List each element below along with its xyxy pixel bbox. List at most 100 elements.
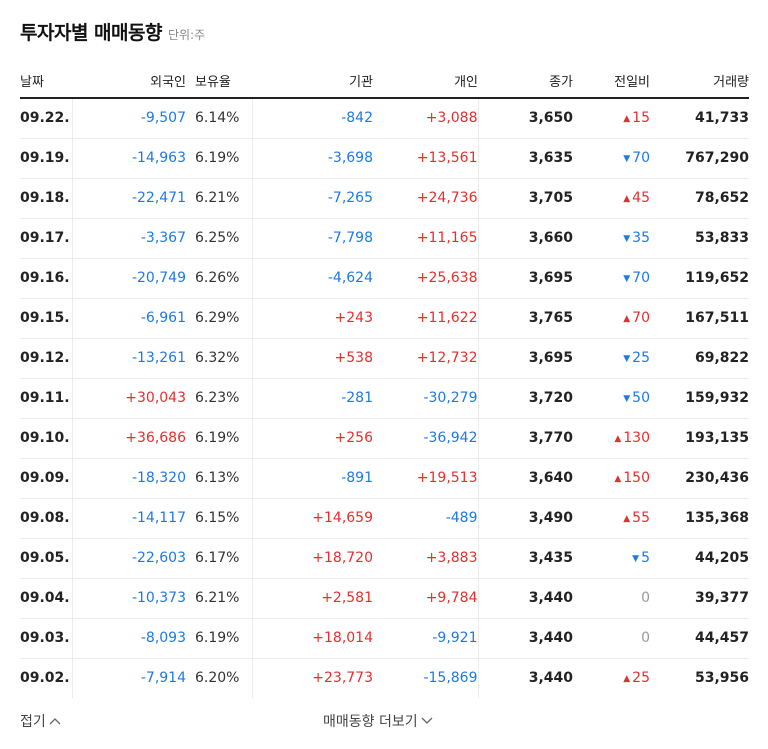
table-row: 09.09. -18,320 6.13% -891 +19,513 3,640 ▲ 150 23… — [20, 458, 749, 499]
change-value: 150 — [623, 470, 650, 486]
table-row: 09.17. -3,367 6.25% -7,798 +11,165 3,660 ▼ 35 53… — [20, 218, 749, 259]
cell-ratio: 6.23% — [186, 378, 253, 419]
table-row: 09.22. -9,507 6.14% -842 +3,088 3,650 ▲ 15 41,73… — [20, 98, 749, 139]
change-value: 25 — [632, 350, 650, 366]
cell-ratio: 6.21% — [186, 178, 253, 219]
table-row: 09.03. -8,093 6.19% +18,014 -9,921 3,440 0 44,4… — [20, 618, 749, 659]
cell-date: 09.04. — [20, 578, 73, 619]
cell-individual: -15,869 — [373, 658, 479, 698]
change-value: 45 — [632, 190, 650, 206]
table-header-row: 날짜 외국인 보유율 기관 개인 종가 전일비 거래량 — [20, 64, 749, 99]
cell-individual: +11,622 — [373, 298, 479, 339]
cell-change: ▲ 130 — [573, 418, 650, 459]
cell-close: 3,490 — [478, 498, 573, 539]
table-row: 09.16. -20,749 6.26% -4,624 +25,638 3,695 ▼ 70 1… — [20, 258, 749, 299]
cell-institution: +23,773 — [312, 670, 373, 687]
cell-ratio: 6.15% — [186, 498, 253, 539]
cell-close: 3,635 — [478, 138, 573, 179]
cell-institution: +256 — [252, 418, 373, 459]
triangle-down-icon: ▼ — [623, 234, 631, 244]
triangle-up-icon: ▲ — [623, 514, 631, 524]
cell-foreign: -6,961 — [72, 298, 186, 339]
cell-date: 09.18. — [20, 178, 73, 219]
table-row: 09.04. -10,373 6.21% +2,581 +9,784 3,440 0 39,3… — [20, 578, 749, 619]
change-value: 70 — [632, 270, 650, 286]
cell-close: 3,640 — [478, 458, 573, 499]
triangle-down-icon: ▼ — [623, 274, 631, 284]
cell-change: ▲ 45 — [573, 178, 650, 219]
cell-ratio: 6.25% — [186, 218, 253, 259]
table-row: 09.12. -13,261 6.32% +538 +12,732 3,695 ▼ 25 69,… — [20, 338, 749, 379]
table-row: 09.15. -6,961 6.29% +243 +11,622 3,765 ▲ 70 167,… — [20, 298, 749, 339]
cell-change: ▲ 55 — [573, 498, 650, 539]
unit-label: 단위:주 — [167, 28, 206, 42]
cell-date: 09.16. — [20, 258, 73, 299]
cell-change: ▲ 70 — [573, 298, 650, 339]
cell-date: 09.22. — [20, 98, 73, 139]
table-row: 09.02. -7,914 6.20% +23,773 -15,869 3,440 ▲ 25 5… — [20, 658, 749, 698]
cell-date: 09.03. — [20, 618, 73, 659]
collapse-button[interactable]: 접기 — [20, 711, 62, 731]
cell-ratio: 6.20% — [186, 658, 253, 698]
cell-volume: 53,833 — [650, 218, 749, 259]
cell-date: 09.11. — [20, 378, 73, 419]
cell-institution: -4,624 — [252, 258, 373, 299]
cell-institution: +18,014 — [252, 618, 373, 659]
table-body: 09.22. -9,507 6.14% -842 +3,088 3,650 ▲ 15 41,73… — [20, 98, 749, 698]
cell-close: 3,660 — [478, 218, 573, 259]
triangle-down-icon: ▼ — [623, 354, 631, 364]
triangle-up-icon: ▲ — [623, 194, 631, 204]
cell-change: ▼ 5 — [573, 538, 650, 579]
cell-foreign: -18,320 — [72, 458, 186, 499]
col-header-date: 날짜 — [20, 64, 72, 99]
triangle-down-icon: ▼ — [632, 554, 640, 564]
change-value: 0 — [641, 630, 650, 646]
triangle-down-icon: ▼ — [623, 394, 631, 404]
table-row: 09.10. +36,686 6.19% +256 -36,942 3,770 ▲ 130 19… — [20, 418, 749, 459]
cell-foreign: -3,367 — [72, 218, 186, 259]
cell-volume: 167,511 — [650, 298, 749, 339]
cell-foreign: -22,471 — [72, 178, 186, 219]
cell-individual: +9,784 — [373, 578, 479, 619]
cell-ratio: 6.26% — [186, 258, 253, 299]
cell-close: 3,765 — [478, 298, 573, 339]
cell-change: ▲ 15 — [573, 98, 650, 139]
cell-close: 3,440 — [478, 578, 573, 619]
cell-volume: 78,652 — [650, 178, 749, 219]
cell-ratio: 6.19% — [186, 138, 253, 179]
cell-date: 09.15. — [20, 298, 73, 339]
cell-institution: -7,265 — [252, 178, 373, 219]
cell-close: 3,650 — [478, 98, 573, 139]
cell-foreign: -10,373 — [72, 578, 186, 619]
change-value: 0 — [641, 590, 650, 606]
cell-date: 09.02. — [20, 658, 73, 698]
cell-volume: 119,652 — [650, 258, 749, 299]
chevron-up-icon — [49, 718, 61, 725]
cell-close: 3,720 — [478, 378, 573, 419]
cell-individual: -489 — [373, 498, 479, 539]
cell-change: 0 — [573, 578, 650, 619]
panel-header: 투자자별 매매동향 단위:주 — [20, 18, 205, 46]
change-value: 50 — [632, 390, 650, 406]
panel-footer: 접기 매매동향 더보기 — [0, 707, 768, 735]
cell-ratio: 6.21% — [186, 578, 253, 619]
cell-individual: -9,921 — [373, 618, 479, 659]
cell-volume: 53,956 — [694, 670, 749, 687]
cell-individual: -30,279 — [373, 378, 479, 419]
cell-foreign: -14,117 — [72, 498, 186, 539]
cell-change: ▲ 150 — [573, 458, 650, 499]
change-value: 55 — [632, 510, 650, 526]
cell-institution: +18,720 — [252, 538, 373, 579]
cell-institution: -7,798 — [252, 218, 373, 259]
change-value: 15 — [632, 110, 650, 127]
cell-institution: -281 — [252, 378, 373, 419]
cell-foreign: -8,093 — [72, 618, 186, 659]
cell-ratio: 6.17% — [186, 538, 253, 579]
cell-close: 3,695 — [478, 258, 573, 299]
change-value: 70 — [632, 310, 650, 326]
more-trading-button[interactable]: 매매동향 더보기 — [323, 711, 434, 731]
cell-volume: 41,733 — [650, 98, 749, 139]
table-row: 09.08. -14,117 6.15% +14,659 -489 3,490 ▲ 55 135… — [20, 498, 749, 539]
cell-date: 09.08. — [20, 498, 73, 539]
cell-date: 09.05. — [20, 538, 73, 579]
